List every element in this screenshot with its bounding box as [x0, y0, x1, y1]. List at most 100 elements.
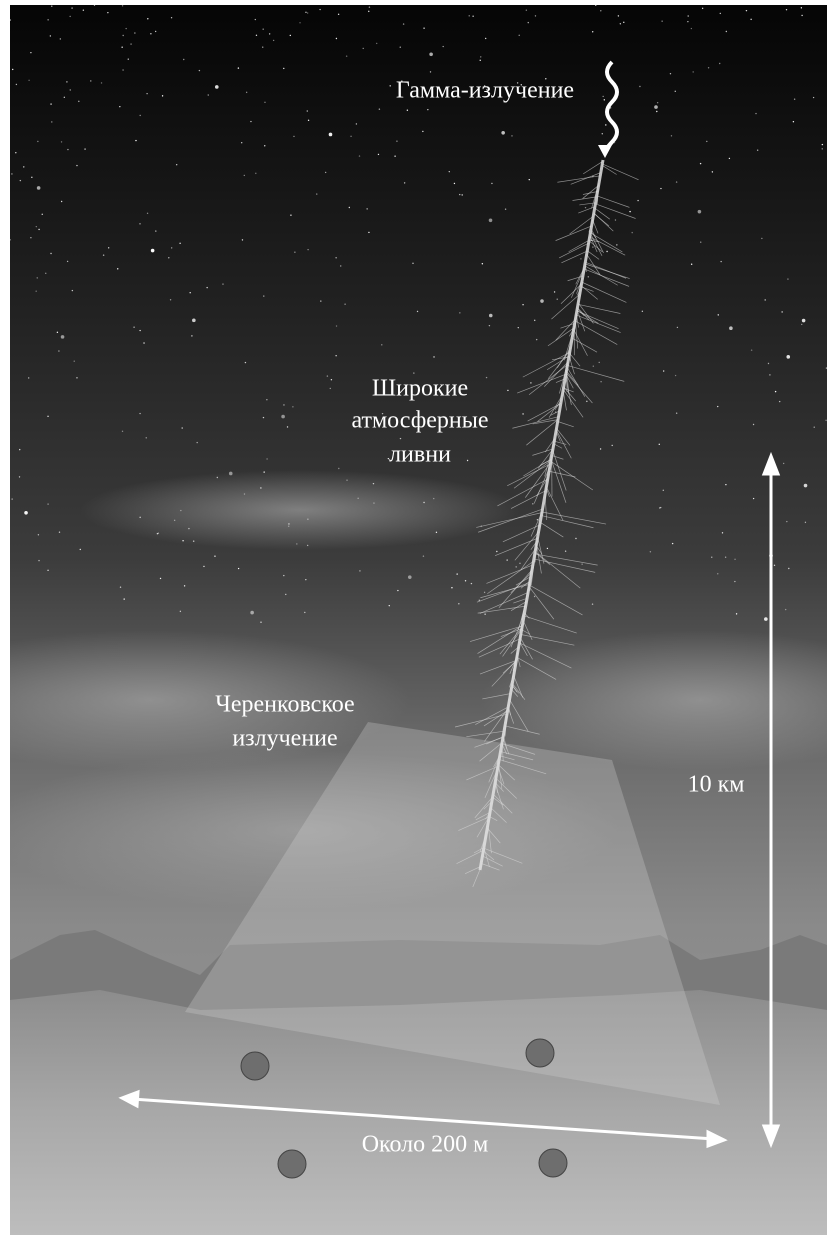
star: [246, 92, 247, 93]
star: [600, 381, 601, 382]
star: [256, 35, 257, 36]
star: [139, 413, 140, 414]
star: [708, 67, 709, 68]
star: [761, 238, 762, 239]
star: [734, 559, 735, 560]
star: [368, 11, 369, 12]
star: [459, 312, 460, 313]
star: [19, 449, 20, 450]
star: [616, 244, 617, 245]
star: [534, 596, 535, 597]
star: [61, 335, 65, 339]
star: [764, 617, 768, 621]
star: [757, 150, 758, 151]
star: [31, 177, 32, 178]
star: [327, 375, 328, 376]
star: [755, 113, 756, 114]
star: [659, 507, 660, 508]
star: [66, 81, 67, 82]
star: [522, 413, 523, 414]
star: [687, 21, 688, 22]
star: [134, 32, 135, 33]
star: [346, 55, 347, 56]
star: [199, 70, 200, 71]
star: [72, 290, 73, 291]
star: [350, 136, 351, 137]
star: [307, 249, 308, 250]
star: [451, 587, 452, 588]
star: [515, 566, 516, 567]
star: [592, 246, 593, 247]
star: [359, 570, 360, 571]
star: [9, 239, 10, 240]
star: [128, 58, 129, 59]
star: [712, 171, 713, 172]
star: [801, 15, 802, 16]
star: [783, 463, 784, 464]
star: [698, 210, 702, 214]
star: [376, 43, 377, 44]
star: [264, 102, 265, 103]
star: [120, 587, 121, 588]
star: [273, 40, 274, 41]
star: [12, 69, 13, 70]
star: [746, 10, 747, 11]
star: [262, 46, 263, 47]
star: [471, 583, 472, 584]
star: [11, 498, 12, 499]
star: [404, 182, 405, 183]
star: [139, 115, 140, 116]
star: [293, 136, 294, 137]
star: [484, 613, 485, 614]
star: [90, 80, 91, 81]
star: [656, 111, 657, 112]
star: [23, 166, 24, 167]
star: [38, 229, 39, 230]
star: [676, 412, 677, 413]
star: [430, 71, 431, 72]
star: [176, 164, 177, 165]
label-cherenkov: излучение: [232, 726, 337, 752]
star: [519, 35, 520, 36]
star: [80, 549, 81, 550]
star: [262, 28, 263, 29]
star: [528, 22, 529, 23]
star: [442, 46, 443, 47]
star: [61, 141, 62, 142]
star: [774, 565, 775, 566]
star: [179, 243, 180, 244]
star: [50, 103, 51, 104]
star: [59, 532, 60, 533]
star: [433, 356, 434, 357]
star: [369, 6, 370, 7]
star: [657, 102, 658, 103]
label-showers: атмосферные: [351, 408, 488, 434]
star: [788, 568, 789, 569]
star: [642, 311, 643, 312]
star: [675, 375, 676, 376]
star: [147, 18, 148, 19]
star: [381, 344, 382, 345]
telescope: [241, 1052, 269, 1080]
star: [599, 362, 600, 363]
star: [292, 406, 293, 407]
star: [706, 141, 707, 142]
star: [71, 7, 72, 8]
star: [58, 350, 59, 351]
star: [9, 19, 10, 20]
star: [107, 12, 108, 13]
star: [725, 557, 726, 558]
star: [491, 183, 492, 184]
star: [379, 108, 380, 109]
star: [489, 314, 493, 318]
star: [639, 86, 640, 87]
star: [605, 124, 606, 125]
star: [122, 431, 123, 432]
star: [57, 332, 58, 333]
star: [135, 140, 136, 141]
star: [170, 299, 171, 300]
star: [764, 299, 765, 300]
star: [285, 594, 286, 595]
star: [94, 4, 95, 5]
label-showers: Широкие: [372, 376, 468, 402]
